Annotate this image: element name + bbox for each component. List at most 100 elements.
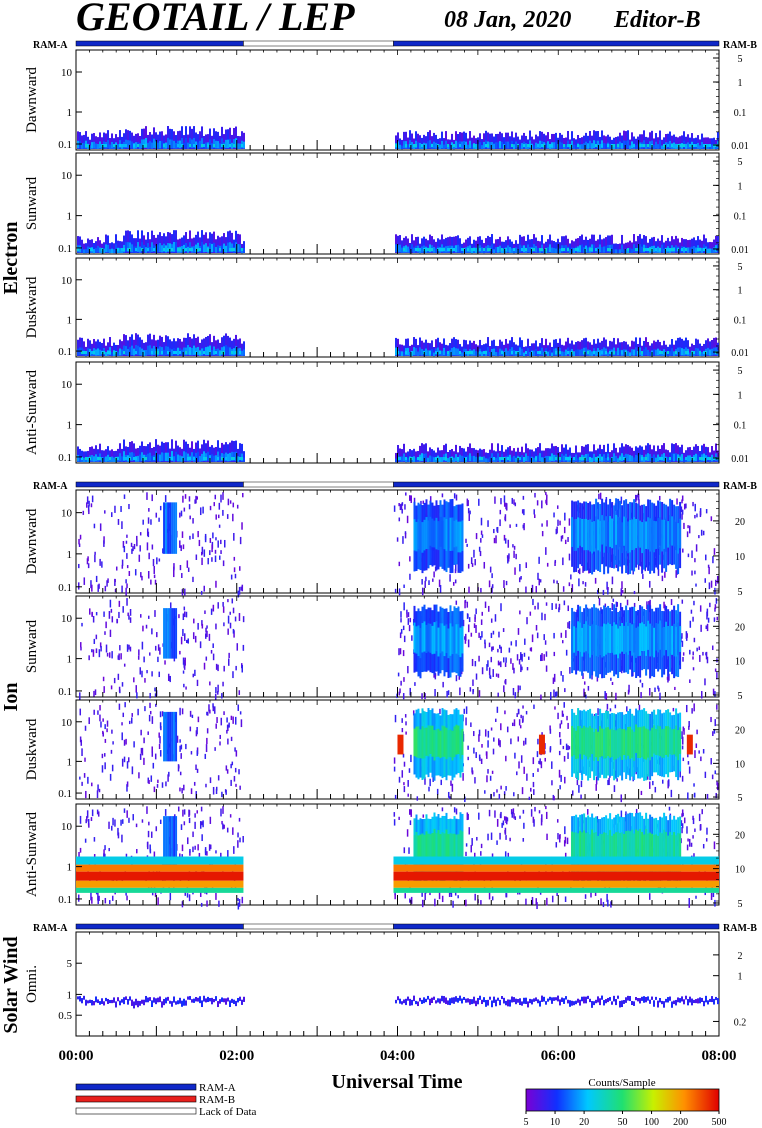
electron-bin bbox=[197, 242, 199, 252]
ion-speckle bbox=[104, 753, 106, 757]
ion-cloud-core bbox=[599, 520, 602, 552]
ion-speckle bbox=[585, 694, 587, 699]
electron-bin bbox=[695, 144, 697, 147]
electron-bin bbox=[509, 454, 511, 462]
ion-speckle bbox=[676, 498, 678, 505]
ion-speckle bbox=[553, 632, 555, 639]
electron-bin bbox=[473, 448, 475, 462]
ion-speckle bbox=[681, 599, 684, 604]
electron-bin bbox=[213, 242, 215, 252]
ion-speckle bbox=[201, 546, 204, 555]
electron-bin bbox=[635, 337, 637, 356]
electron-bin bbox=[95, 349, 97, 356]
ion-speckle bbox=[692, 651, 694, 656]
electron-bin bbox=[427, 240, 429, 253]
ion-speckle bbox=[556, 526, 558, 534]
ion-speckle bbox=[664, 571, 666, 578]
electron-bin bbox=[429, 447, 431, 462]
ion-speckle bbox=[508, 553, 510, 559]
ion-speckle bbox=[394, 714, 397, 723]
ion-speckle bbox=[139, 532, 142, 536]
electron-bin bbox=[85, 457, 87, 460]
electron-bin bbox=[513, 342, 515, 356]
panel-label: Dawnward bbox=[24, 67, 40, 133]
electron-bin bbox=[677, 347, 679, 356]
electron-bin bbox=[221, 245, 223, 253]
electron-bin bbox=[445, 344, 447, 356]
ion-speckle bbox=[517, 709, 520, 715]
electron-bin bbox=[157, 142, 159, 149]
ion-speckle bbox=[241, 522, 243, 530]
electron-bin bbox=[119, 248, 121, 253]
electron-bin bbox=[441, 457, 443, 462]
ion-speckle bbox=[516, 713, 518, 718]
ion-cloud-core bbox=[623, 516, 626, 546]
ion-cloud-core bbox=[459, 521, 462, 553]
ion-speckle bbox=[118, 703, 121, 710]
electron-bin bbox=[531, 449, 533, 462]
electron-bin bbox=[539, 131, 541, 149]
electron-bin bbox=[447, 458, 449, 463]
electron-bin bbox=[699, 145, 701, 150]
electron-bin bbox=[669, 457, 671, 460]
electron-bin bbox=[505, 240, 507, 253]
electron-bin bbox=[617, 136, 619, 149]
ion-speckle bbox=[700, 624, 702, 632]
electron-bin bbox=[695, 453, 697, 462]
electron-bin bbox=[139, 454, 141, 462]
electron-bin bbox=[581, 137, 583, 149]
ion-cloud-core bbox=[419, 520, 422, 551]
electron-bin bbox=[519, 451, 521, 462]
ion-speckle bbox=[125, 587, 127, 596]
electron-bin bbox=[587, 239, 589, 253]
ion-cloud-core bbox=[659, 517, 662, 546]
electron-bin bbox=[567, 457, 569, 460]
electron-bin bbox=[169, 139, 171, 149]
electron-bin bbox=[541, 248, 543, 251]
electron-bin bbox=[89, 348, 91, 356]
electron-bin bbox=[711, 446, 713, 462]
ion-speckle bbox=[199, 507, 202, 516]
left-tick-label: 1 bbox=[67, 654, 73, 666]
ion-speckle bbox=[128, 615, 130, 620]
ion-cloud-core bbox=[575, 519, 578, 551]
electron-bin bbox=[459, 246, 461, 253]
ion-speckle bbox=[481, 744, 483, 748]
electron-bin bbox=[501, 445, 503, 462]
date-label: 08 Jan, 2020 bbox=[444, 7, 571, 33]
electron-bin bbox=[649, 454, 651, 462]
electron-bin bbox=[603, 238, 605, 253]
electron-bin bbox=[417, 133, 419, 149]
electron-bin bbox=[627, 445, 629, 462]
electron-bin bbox=[439, 138, 441, 149]
ion-speckle bbox=[409, 495, 411, 501]
electron-bin bbox=[483, 249, 485, 254]
ion-speckle bbox=[661, 575, 664, 582]
electron-bin bbox=[211, 349, 213, 356]
ion-speckle bbox=[135, 685, 138, 693]
electron-bin bbox=[229, 230, 231, 253]
electron-bin bbox=[435, 241, 437, 253]
left-tick-label: 1 bbox=[67, 420, 73, 432]
electron-bin bbox=[93, 249, 95, 254]
electron-bin bbox=[163, 349, 165, 356]
electron-bin bbox=[173, 140, 175, 149]
electron-bin bbox=[625, 351, 627, 354]
electron-bin bbox=[675, 235, 677, 253]
electron-bin bbox=[711, 242, 713, 253]
electron-bin bbox=[103, 242, 105, 253]
electron-bin bbox=[85, 249, 87, 254]
electron-bin bbox=[713, 450, 715, 462]
ion-speckle bbox=[234, 767, 237, 773]
electron-bin bbox=[711, 348, 713, 356]
ion-speckle bbox=[157, 656, 159, 663]
electron-bin bbox=[671, 248, 673, 251]
electron-bin bbox=[497, 133, 499, 149]
ion-speckle bbox=[474, 777, 476, 784]
ion-speckle bbox=[672, 707, 675, 712]
electron-bin bbox=[135, 133, 137, 149]
electron-bin bbox=[219, 447, 221, 462]
electron-bin bbox=[485, 458, 487, 463]
ion-speckle bbox=[490, 618, 493, 623]
